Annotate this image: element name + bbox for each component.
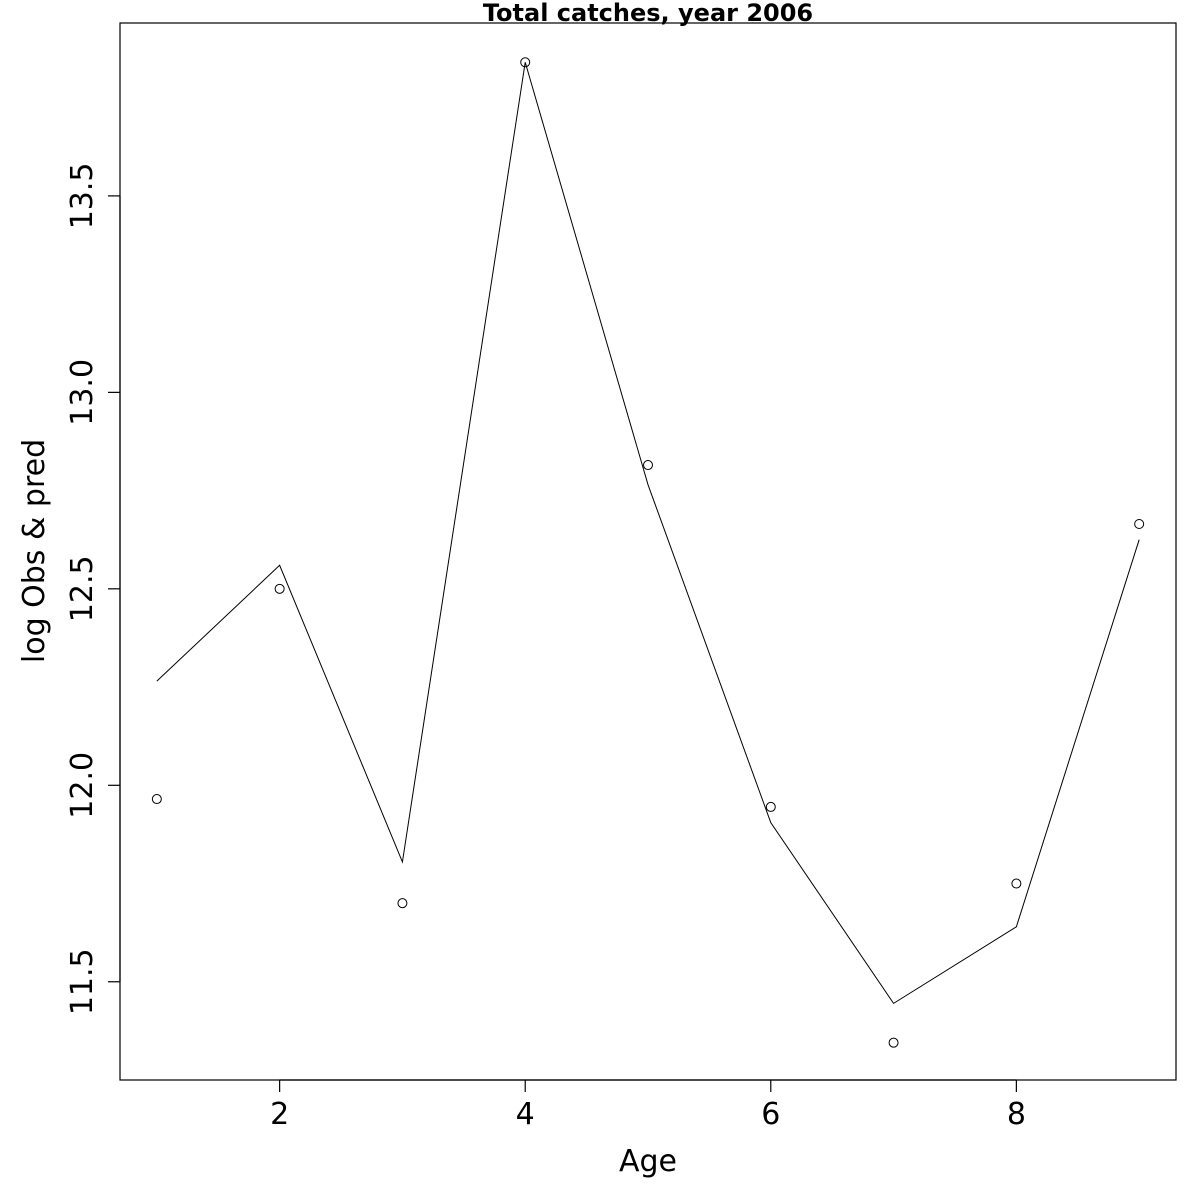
x-tick-label: 4 — [516, 1097, 535, 1132]
observed-point — [520, 57, 531, 68]
series-layer — [151, 57, 1145, 1048]
y-tick-label: 12.5 — [65, 555, 100, 622]
predicted-line — [156, 62, 1140, 1005]
observed-point — [643, 460, 653, 471]
x-tick-label: 2 — [270, 1097, 289, 1132]
observed-point — [151, 794, 162, 805]
observed-point — [765, 801, 776, 812]
observed-point — [274, 583, 285, 594]
y-tick-label: 13.5 — [65, 162, 100, 229]
y-tick-label: 12.0 — [65, 752, 100, 819]
x-axis-label: Age — [619, 1144, 677, 1179]
x-tick-label: 6 — [761, 1097, 780, 1132]
observed-point — [1011, 878, 1022, 889]
y-axis: 11.5 12.0 12.5 13.0 13.5 — [65, 162, 121, 1015]
y-axis-label: log Obs & pred — [17, 439, 52, 663]
y-tick-label: 13.0 — [65, 359, 100, 426]
x-tick-label: 8 — [1007, 1097, 1026, 1132]
observed-point — [1134, 518, 1145, 529]
y-tick-label: 11.5 — [65, 948, 100, 1015]
observed-point — [397, 898, 408, 909]
observed-point — [888, 1037, 899, 1048]
x-axis: 2 4 6 8 — [270, 1079, 1026, 1132]
